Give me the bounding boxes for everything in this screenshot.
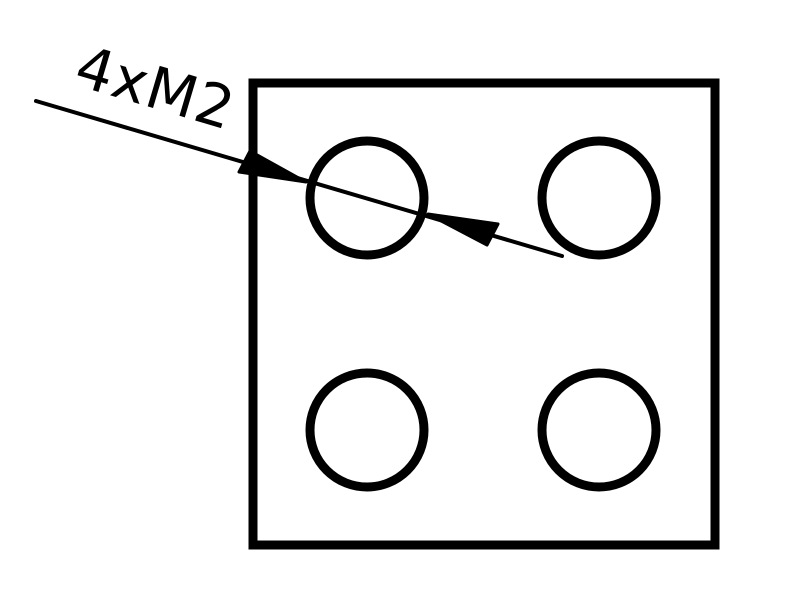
hole-bottom-left: [305, 368, 429, 492]
plate-outline: [248, 78, 720, 550]
hole-bottom-right: [537, 368, 661, 492]
hole-top-left: [305, 136, 429, 260]
hole-top-right: [537, 136, 661, 260]
leader-arrowhead-inner: [426, 212, 500, 247]
callout-label: 4xM2: [68, 32, 243, 143]
leader-arrowhead-outer: [237, 149, 308, 184]
